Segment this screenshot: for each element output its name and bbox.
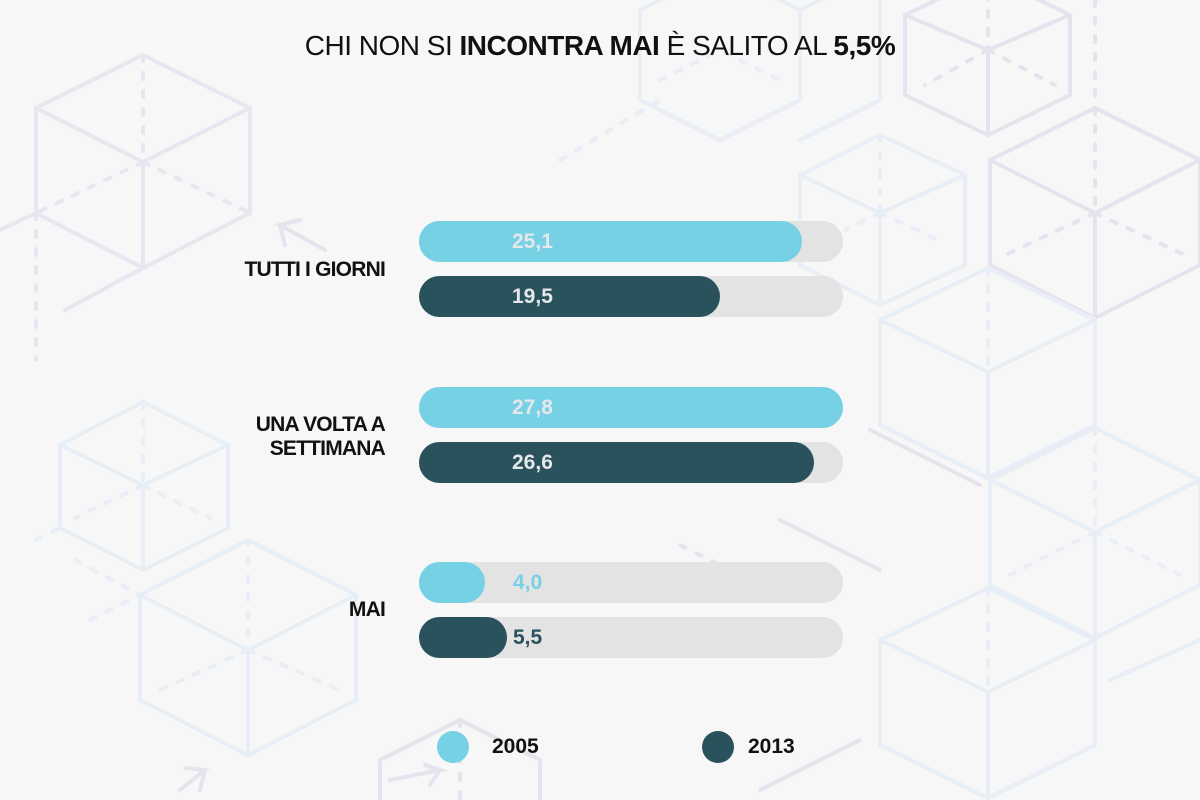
bar-track-tutti-i-giorni-2005: 25,1 [419, 221, 843, 262]
title-text-1: CHI NON SI [304, 30, 460, 61]
chart-title: CHI NON SI INCONTRA MAI È SALITO AL 5,5% [0, 30, 1200, 62]
value-label-2005: 4,0 [513, 571, 543, 594]
category-label-una-volta-a-settimana: UNA VOLTA A SETTIMANA [255, 413, 386, 461]
value-label-2013: 5,5 [513, 626, 543, 649]
legend-label-2005: 2005 [492, 735, 539, 758]
category-label-mai: MAI [348, 598, 386, 622]
legend-swatch-2005 [437, 731, 469, 763]
category-label-line2: SETTIMANA [269, 437, 386, 460]
bar-track-mai-2013: 5,5 [419, 617, 843, 658]
bar-2013-una-volta-a-settimana [419, 442, 814, 483]
bar-track-mai-2005: 4,0 [419, 562, 843, 603]
legend-swatch-2013 [702, 731, 734, 763]
title-text-2: È SALITO AL [659, 30, 834, 61]
bar-track-una-volta-2013: 26,6 [419, 442, 843, 483]
title-emphasis-2: 5,5% [833, 30, 896, 61]
bar-2005-mai [419, 562, 485, 603]
legend-label-2013: 2013 [748, 735, 795, 758]
bar-track-tutti-i-giorni-2013: 19,5 [419, 276, 843, 317]
category-label-line1: UNA VOLTA A [255, 413, 386, 436]
category-label-text: TUTTI I GIORNI [244, 258, 386, 281]
bar-2013-tutti-i-giorni [419, 276, 720, 317]
category-label-text: MAI [348, 598, 386, 621]
value-label-2005: 25,1 [512, 230, 553, 253]
bar-2013-mai [419, 617, 507, 658]
bar-track-una-volta-2005: 27,8 [419, 387, 843, 428]
title-emphasis-1: INCONTRA MAI [459, 30, 660, 61]
category-label-tutti-i-giorni: TUTTI I GIORNI [244, 258, 386, 282]
value-label-2005: 27,8 [512, 396, 553, 419]
bar-2005-tutti-i-giorni [419, 221, 802, 262]
value-label-2013: 19,5 [512, 285, 553, 308]
value-label-2013: 26,6 [512, 451, 553, 474]
bar-2005-una-volta-a-settimana [419, 387, 843, 428]
